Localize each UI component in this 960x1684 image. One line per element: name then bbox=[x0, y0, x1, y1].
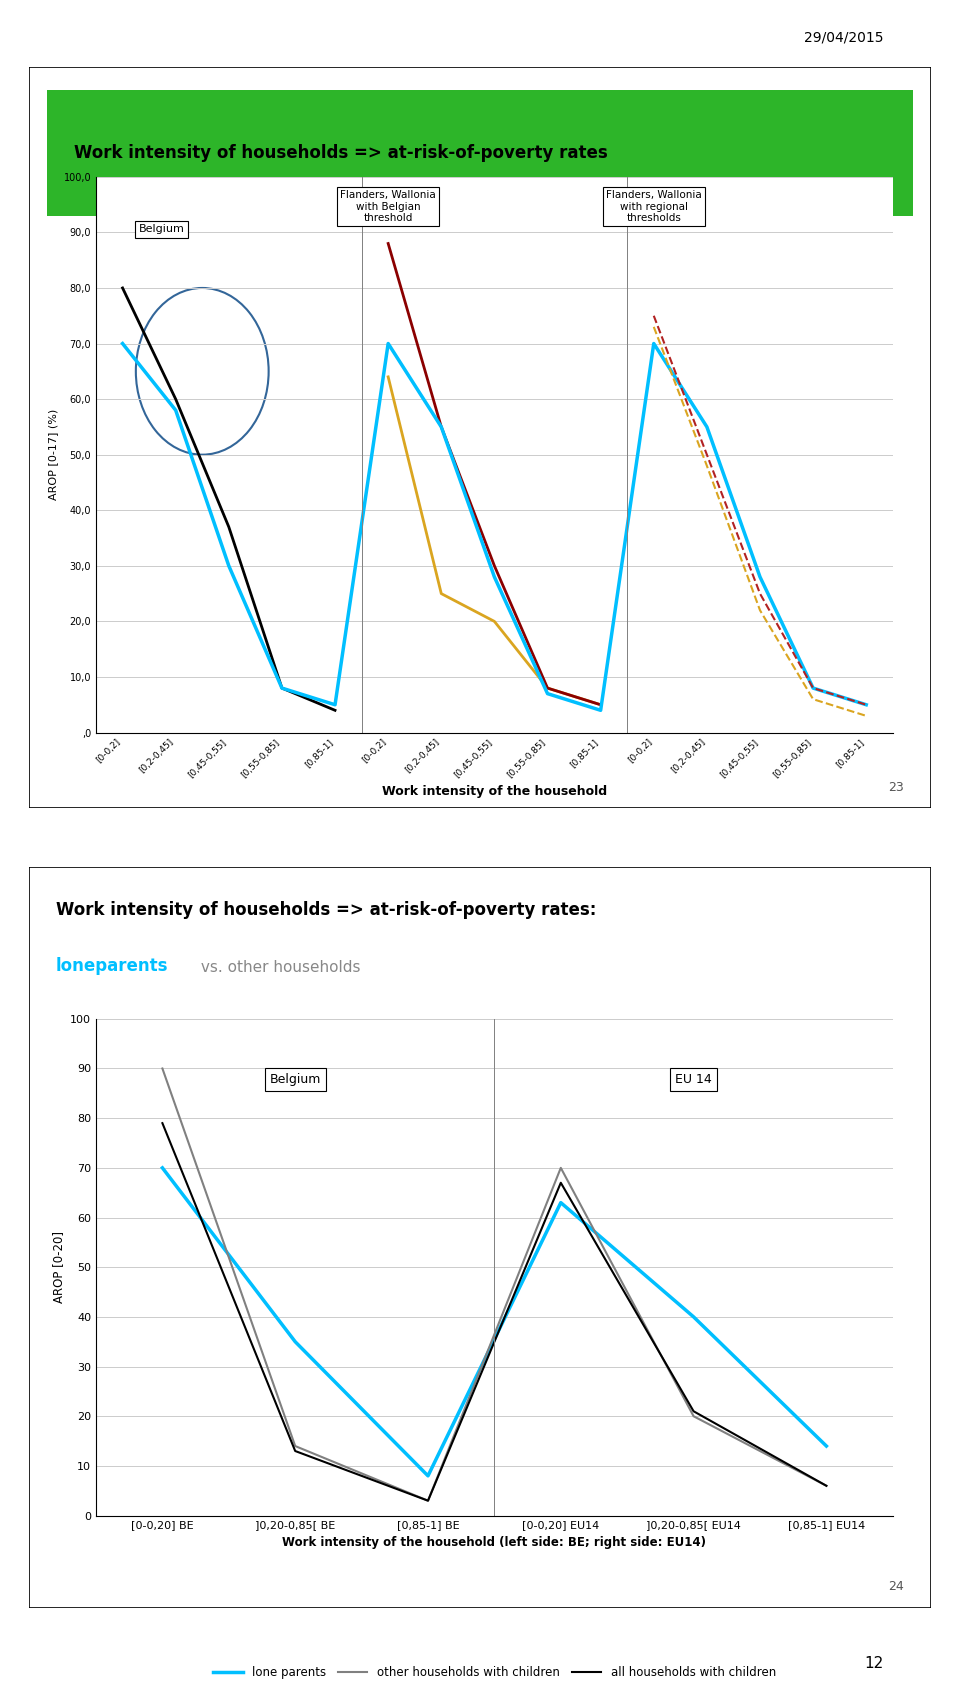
Text: Belgium: Belgium bbox=[270, 1073, 321, 1086]
Text: EU 14: EU 14 bbox=[675, 1073, 712, 1086]
X-axis label: Work intensity of the household (left side: BE; right side: EU14): Work intensity of the household (left si… bbox=[282, 1536, 707, 1549]
Text: 29/04/2015: 29/04/2015 bbox=[804, 30, 883, 44]
Text: Flanders, Wallonia
with Belgian
threshold: Flanders, Wallonia with Belgian threshol… bbox=[340, 190, 436, 224]
Text: vs. other households: vs. other households bbox=[196, 960, 360, 975]
Text: Work intensity of households => at-risk-of-poverty rates:: Work intensity of households => at-risk-… bbox=[56, 901, 602, 919]
FancyBboxPatch shape bbox=[29, 67, 931, 808]
Legend: BE, FL-BE, WA-BE, EU14, FL-FL, WA-WA: BE, FL-BE, WA-BE, EU14, FL-FL, WA-WA bbox=[249, 916, 740, 938]
Legend: lone parents, other households with children, all households with children: lone parents, other households with chil… bbox=[208, 1660, 780, 1684]
Y-axis label: AROP [0-17] (%): AROP [0-17] (%) bbox=[48, 409, 58, 500]
FancyBboxPatch shape bbox=[47, 89, 913, 216]
Text: loneparents: loneparents bbox=[56, 957, 168, 975]
Text: Flanders, Wallonia
with regional
thresholds: Flanders, Wallonia with regional thresho… bbox=[606, 190, 702, 224]
FancyBboxPatch shape bbox=[29, 867, 931, 1608]
Text: 23: 23 bbox=[888, 780, 904, 793]
X-axis label: Work intensity of the household: Work intensity of the household bbox=[382, 785, 607, 798]
Text: 24: 24 bbox=[888, 1580, 904, 1593]
Text: Work intensity of households => at-risk-of-poverty rates: Work intensity of households => at-risk-… bbox=[74, 143, 608, 162]
Text: Belgium: Belgium bbox=[138, 224, 184, 234]
Text: 12: 12 bbox=[864, 1655, 883, 1671]
Y-axis label: AROP [0-20]: AROP [0-20] bbox=[52, 1231, 64, 1303]
